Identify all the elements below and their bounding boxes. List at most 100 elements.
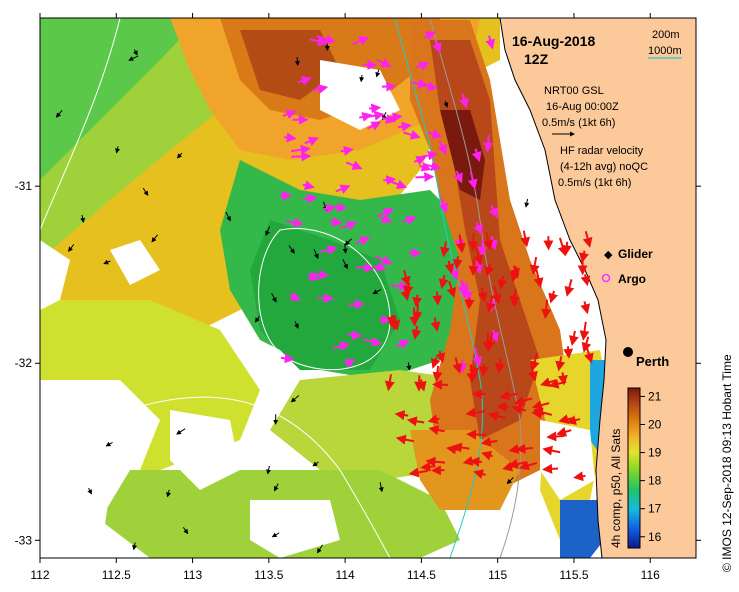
glider-arrow — [348, 299, 365, 310]
hf-arrow — [473, 469, 486, 479]
hf-arrow — [384, 374, 395, 392]
model-arrow — [87, 487, 92, 495]
hf-arrow — [532, 407, 553, 418]
hf-arrow — [394, 410, 409, 421]
hf-arrow — [529, 352, 540, 372]
hf-arrow — [511, 404, 527, 415]
glider-arrow — [397, 121, 412, 132]
hf-arrow — [446, 281, 457, 298]
hf-arrow — [529, 256, 540, 276]
hf-arrow — [548, 378, 567, 389]
model-arrow — [105, 441, 113, 447]
hf-arrow — [456, 234, 466, 254]
glider-arrow — [459, 281, 470, 299]
hf-arrow — [502, 461, 519, 472]
glider-arrow — [282, 109, 297, 120]
glider-arrow — [329, 216, 343, 227]
model-arrow — [115, 146, 120, 154]
glider-arrow — [415, 172, 435, 183]
argo-label: Argo — [618, 272, 646, 286]
glider-track-arrows — [279, 31, 499, 374]
hf-arrow — [465, 407, 486, 418]
hf-arrow — [497, 275, 508, 290]
glider-arrow — [472, 347, 483, 367]
hf-arrow — [425, 456, 446, 467]
hf-arrow — [582, 231, 593, 248]
hf-arrow — [495, 358, 505, 374]
hf-arrow — [395, 434, 415, 445]
model-arrow — [288, 245, 295, 254]
gsl-legend-title: NRT00 GSL — [544, 85, 604, 97]
glider-arrow — [340, 220, 358, 231]
model-arrow — [176, 428, 186, 435]
map-time: 12Z — [524, 51, 549, 67]
hf-arrow — [412, 304, 423, 322]
hf-arrow — [477, 287, 488, 303]
hf-arrow — [491, 285, 502, 305]
plot-frame — [39, 17, 697, 559]
model-arrow — [372, 288, 382, 294]
glider-arrow — [304, 136, 320, 146]
hf-arrow — [409, 307, 420, 327]
hf-arrow — [387, 314, 398, 328]
model-arrow — [266, 465, 272, 475]
hf-arrow — [513, 396, 533, 406]
model-arrow — [133, 49, 138, 56]
glider-arrow — [377, 208, 394, 218]
glider-arrow — [471, 148, 482, 162]
hf-arrow — [427, 414, 440, 425]
model-arrow — [225, 211, 231, 222]
model-arrow — [312, 461, 319, 467]
glider-arrow — [317, 293, 335, 304]
glider-label: Glider — [618, 247, 653, 261]
glider-arrow — [362, 336, 382, 347]
colorbar-ticks: 21 20 19 18 17 16 — [640, 389, 662, 544]
glider-arrow — [359, 112, 373, 122]
hf-radar-arrows — [384, 230, 594, 482]
hf-arrow — [420, 461, 436, 472]
glider-arrow — [395, 339, 410, 350]
hf-arrow — [481, 450, 493, 461]
colorbar-tick-label: 19 — [648, 446, 662, 460]
glider-arrow — [402, 215, 417, 226]
hf-arrow — [557, 237, 568, 257]
glider-arrow — [383, 175, 397, 186]
hf-arrow — [466, 429, 486, 440]
model-arrow — [344, 238, 352, 246]
glider-arrow — [309, 269, 330, 280]
model-arrow — [316, 544, 323, 554]
glider-marker-icon: ◆ — [604, 249, 613, 261]
glider-arrow — [355, 262, 375, 273]
glider-arrow — [459, 93, 469, 109]
hf-arrow — [428, 425, 445, 435]
model-arrow — [271, 293, 277, 303]
glider-arrow — [333, 202, 348, 213]
model-arrow — [271, 532, 280, 538]
glider-arrow — [309, 36, 328, 47]
perth-marker — [623, 347, 633, 357]
hf-arrow — [568, 330, 579, 346]
glider-arrow — [323, 203, 337, 214]
hf-arrow — [584, 345, 594, 364]
hf-arrow — [469, 456, 483, 467]
x-tick-label: 116 — [641, 568, 660, 582]
hf-arrow — [408, 467, 428, 478]
glider-arrow — [376, 58, 392, 68]
hf-legend-scale: 0.5m/s (1kt 6h) — [558, 177, 631, 189]
model-arrow — [55, 109, 63, 118]
glider-arrow — [332, 341, 351, 352]
y-tick-label: -32 — [15, 356, 33, 370]
x-tick-label: 115.5 — [559, 568, 588, 582]
model-arrow — [80, 214, 86, 223]
glider-arrow — [419, 161, 432, 172]
hf-arrow — [496, 401, 510, 412]
glider-arrow — [488, 204, 498, 219]
glider-arrow — [418, 150, 438, 161]
hf-arrow — [485, 295, 496, 313]
x-tick-label: 113 — [183, 568, 202, 582]
colorbar-tick-label: 18 — [648, 474, 662, 488]
model-arrow — [142, 187, 149, 196]
model-arrow — [443, 100, 449, 108]
glider-arrow — [291, 144, 311, 155]
